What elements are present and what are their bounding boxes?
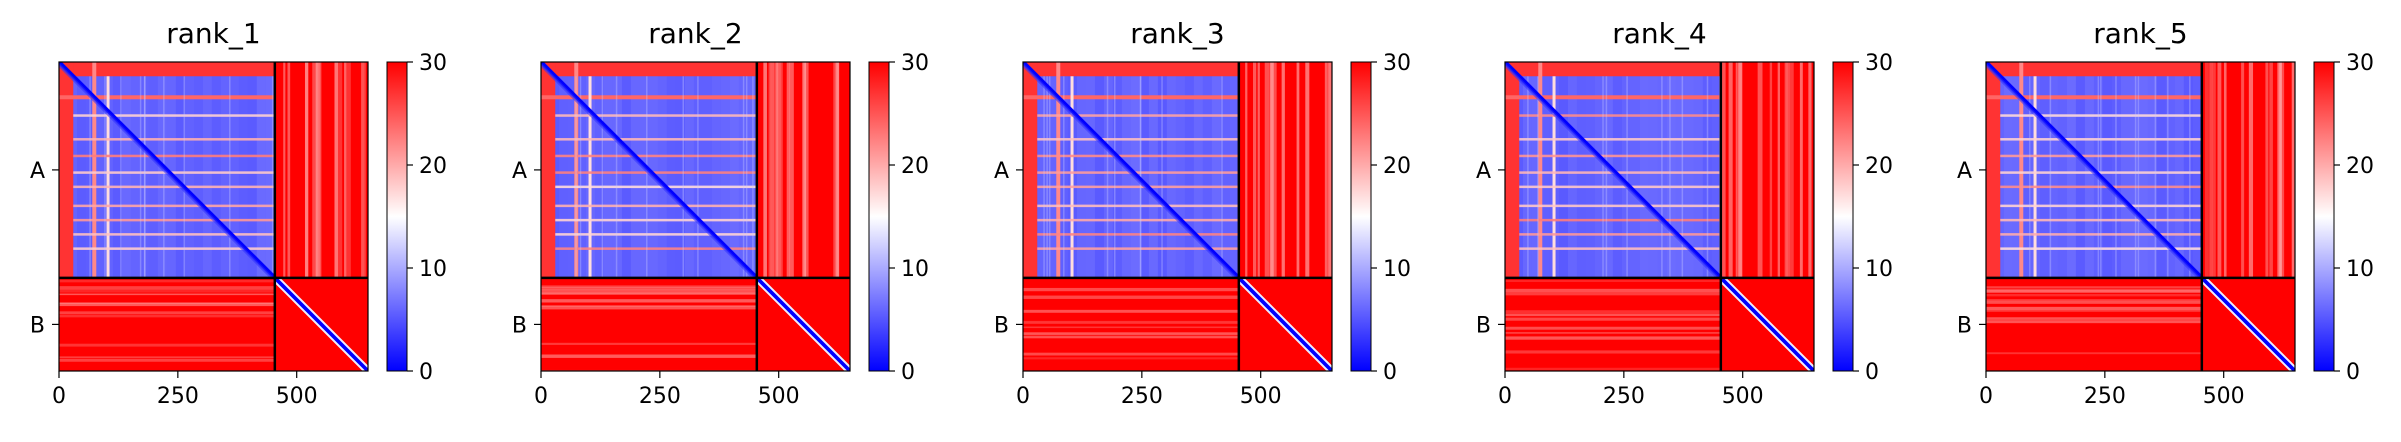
- colorbar-tick-label: 10: [1865, 257, 1893, 282]
- colorbar-tick-label: 0: [901, 360, 915, 385]
- panel-rank_2: rank_2 0 250 500 A B 0 10 20 30: [512, 17, 929, 409]
- panel-title: rank_5: [2093, 17, 2187, 50]
- panel-title: rank_3: [1130, 17, 1224, 50]
- axes-frame: [1022, 61, 1333, 372]
- y-tick-label-A: A: [512, 159, 527, 184]
- colorbar-tick-label: 30: [1865, 51, 1893, 76]
- colorbar-tick-label: 0: [1383, 360, 1397, 385]
- x-tick-label: 500: [1722, 384, 1764, 409]
- colorbar-tick-label: 20: [1383, 154, 1411, 179]
- y-tick-label-A: A: [30, 159, 45, 184]
- colorbar-tick-label: 30: [1383, 51, 1411, 76]
- axes-frame: [1504, 61, 1815, 372]
- x-tick-label: 0: [52, 384, 66, 409]
- y-tick-label-A: A: [1957, 159, 1972, 184]
- y-tick-label-A: A: [1476, 159, 1491, 184]
- heatmap-image: [59, 62, 368, 371]
- colorbar-tick-label: 10: [2346, 257, 2374, 282]
- colorbar: [1350, 61, 1372, 372]
- x-tick-label: 250: [2084, 384, 2126, 409]
- x-tick-label: 250: [1603, 384, 1645, 409]
- x-tick-label: 0: [534, 384, 548, 409]
- heatmap-image: [1986, 62, 2295, 371]
- y-tick-label-B: B: [994, 313, 1009, 338]
- panel-title: rank_2: [648, 17, 742, 50]
- colorbar-tick-label: 0: [419, 360, 433, 385]
- colorbar-tick-label: 30: [419, 51, 447, 76]
- panel-rank_4: rank_4 0 250 500 A B 0 10 20 30: [1476, 17, 1893, 409]
- colorbar: [386, 61, 408, 372]
- colorbar-tick-label: 10: [419, 257, 447, 282]
- axes-frame: [58, 61, 369, 372]
- x-tick-label: 0: [1979, 384, 1993, 409]
- colorbar-tick-label: 30: [901, 51, 929, 76]
- colorbar-tick-label: 20: [2346, 154, 2374, 179]
- colorbar-tick-label: 10: [901, 257, 929, 282]
- colorbar-tick-label: 0: [1865, 360, 1879, 385]
- colorbar-tick-label: 0: [2346, 360, 2360, 385]
- x-tick-label: 0: [1498, 384, 1512, 409]
- panel-rank_5: rank_5 0 250 500 A B 0 10 20 30: [1957, 17, 2374, 409]
- y-tick-label-A: A: [994, 159, 1009, 184]
- colorbar: [2313, 61, 2335, 372]
- x-tick-label: 0: [1016, 384, 1030, 409]
- colorbar-tick-label: 30: [2346, 51, 2374, 76]
- colorbar-tick-label: 20: [1865, 154, 1893, 179]
- y-tick-label-B: B: [30, 313, 45, 338]
- x-tick-label: 500: [276, 384, 318, 409]
- y-tick-label-B: B: [1957, 313, 1972, 338]
- panel-rank_3: rank_3 0 250 500 A B 0 10 20 30: [994, 17, 1411, 409]
- axes-frame: [540, 61, 851, 372]
- panel-rank_1: rank_1 0 250 500 A B 0 10 20 30: [30, 17, 447, 409]
- x-tick-label: 500: [1240, 384, 1282, 409]
- x-tick-label: 500: [2203, 384, 2245, 409]
- y-tick-label-B: B: [1476, 313, 1491, 338]
- y-tick-label-B: B: [512, 313, 527, 338]
- colorbar-tick-label: 10: [1383, 257, 1411, 282]
- axes-frame: [1985, 61, 2296, 372]
- colorbar-tick-label: 20: [901, 154, 929, 179]
- x-tick-label: 250: [639, 384, 681, 409]
- x-tick-label: 500: [758, 384, 800, 409]
- colorbar: [868, 61, 890, 372]
- heatmap-image: [1505, 62, 1814, 371]
- heatmap-image: [1023, 62, 1332, 371]
- colorbar: [1832, 61, 1854, 372]
- colorbar-tick-label: 20: [419, 154, 447, 179]
- panel-title: rank_1: [166, 17, 260, 50]
- x-tick-label: 250: [157, 384, 199, 409]
- heatmap-image: [541, 62, 850, 371]
- panel-title: rank_4: [1612, 17, 1706, 50]
- x-tick-label: 250: [1121, 384, 1163, 409]
